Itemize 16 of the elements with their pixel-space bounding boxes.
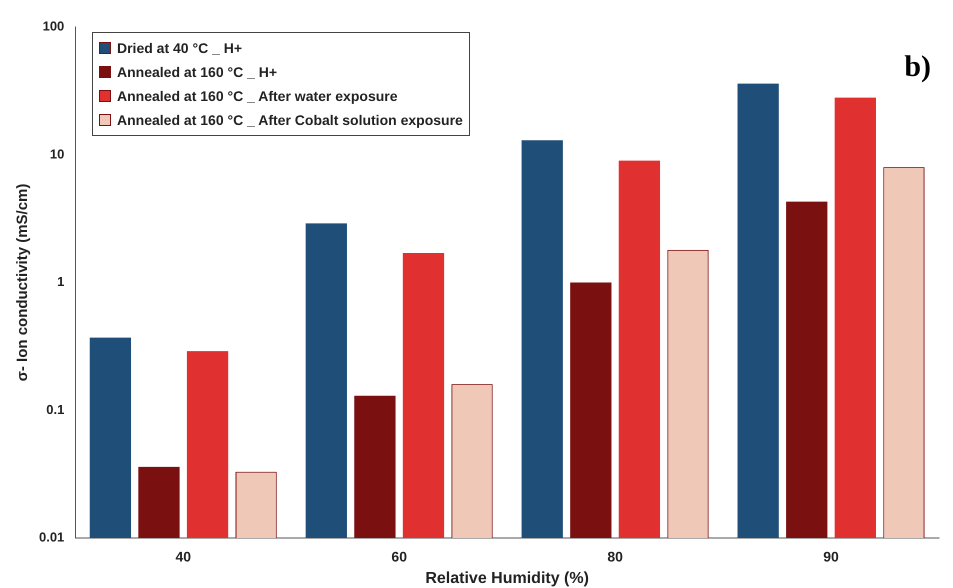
- legend-label: Annealed at 160 °C _ H+: [117, 64, 278, 80]
- x-tick-label: 90: [823, 548, 840, 564]
- legend-label: Annealed at 160 °C _ After water exposure: [117, 88, 398, 104]
- y-tick-label: 0.01: [38, 530, 64, 545]
- legend-label: Annealed at 160 °C _ After Cobalt solution exposure: [117, 112, 463, 128]
- annotation: b): [904, 50, 931, 84]
- y-tick-label: 10: [50, 146, 64, 162]
- legend-label: Dried at 40 °C _ H+: [117, 40, 242, 56]
- x-tick-label: 40: [175, 548, 192, 564]
- x-axis-title: Relative Humidity (%): [425, 570, 589, 587]
- x-tick-label: 60: [391, 548, 408, 564]
- x-tick-label: 80: [607, 548, 624, 564]
- y-tick-label: 1: [57, 274, 64, 290]
- y-tick-label: 100: [42, 18, 64, 34]
- y-axis-title: σ- Ion conductivity (mS/cm): [14, 184, 32, 382]
- y-tick-label: 0.1: [46, 402, 64, 417]
